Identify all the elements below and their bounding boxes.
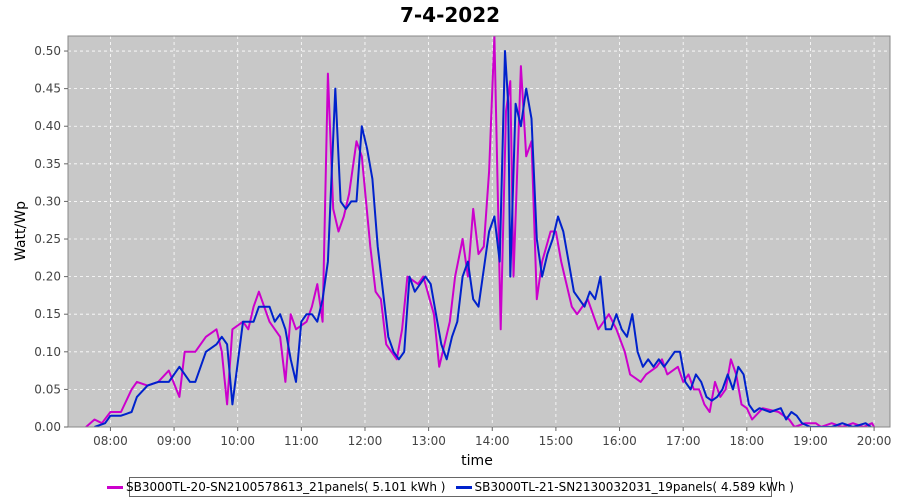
x-tick-label: 13:00: [411, 434, 446, 448]
y-tick-label: 0.05: [34, 382, 61, 396]
y-tick-label: 0.10: [34, 345, 61, 359]
legend: SB3000TL-20-SN2100578613_21panels( 5.101…: [107, 477, 794, 497]
y-tick-label: 0.35: [34, 157, 61, 171]
y-tick-label: 0.00: [34, 420, 61, 434]
series-line-2: [94, 50, 872, 427]
x-axis: 08:00 09:00 10:00 11:00 12:00 13:00 14:00 15:00…: [93, 427, 891, 448]
x-axis-label: time: [461, 453, 493, 469]
legend-label: SB3000TL-21-SN2130032031_19panels( 4.589…: [474, 480, 794, 494]
y-tick-label: 0.25: [34, 232, 61, 246]
legend-item: SB3000TL-20-SN2100578613_21panels( 5.101…: [107, 480, 446, 494]
legend-swatch: [107, 485, 124, 489]
series-layer: [85, 36, 875, 427]
x-tick-label: 15:00: [539, 434, 574, 448]
x-tick-label: 12:00: [348, 434, 383, 448]
plot-border: [67, 35, 891, 428]
legend-item: SB3000TL-21-SN2130032031_19panels( 4.589…: [455, 480, 794, 494]
series-line-1: [85, 36, 875, 427]
x-tick-label: 19:00: [793, 434, 828, 448]
y-tick-label: 0.20: [34, 270, 61, 284]
chart-title: 7-4-2022: [400, 3, 500, 27]
x-tick-label: 09:00: [157, 434, 192, 448]
y-axis-label: Watt/Wp: [13, 201, 29, 261]
y-tick-label: 0.40: [34, 119, 61, 133]
legend-swatch: [455, 485, 472, 489]
plot-area: [68, 36, 890, 427]
x-tick-label: 20:00: [857, 434, 892, 448]
x-tick-label: 16:00: [602, 434, 637, 448]
x-tick-label: 10:00: [220, 434, 255, 448]
legend-label: SB3000TL-20-SN2100578613_21panels( 5.101…: [126, 480, 446, 494]
x-tick-label: 18:00: [730, 434, 765, 448]
y-axis: 0.00 0.05 0.10 0.15 0.20 0.25 0.30 0.35 0.40 0.45…: [34, 44, 68, 434]
x-tick-label: 11:00: [284, 434, 319, 448]
x-tick-label: 08:00: [93, 434, 128, 448]
x-tick-label: 14:00: [475, 434, 510, 448]
y-tick-label: 0.15: [34, 307, 61, 321]
y-tick-label: 0.30: [34, 194, 61, 208]
x-tick-label: 17:00: [666, 434, 701, 448]
y-tick-label: 0.45: [34, 82, 61, 96]
y-tick-label: 0.50: [34, 44, 61, 58]
